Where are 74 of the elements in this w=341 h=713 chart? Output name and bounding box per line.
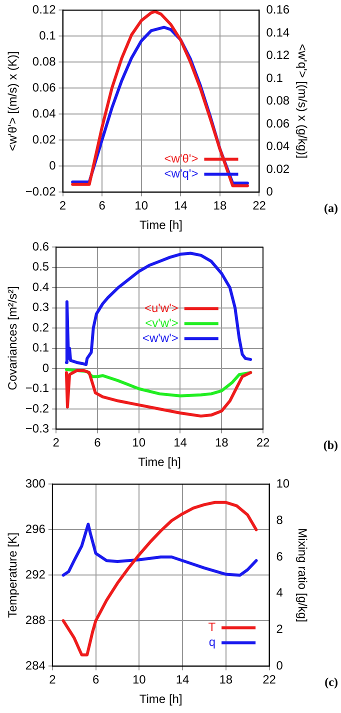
y2-tick-label: 0.16 [266, 2, 290, 17]
legend-label: <u'w'> [144, 300, 178, 315]
y-tick-label: 0.3 [32, 300, 50, 314]
y2-tick-label: 6 [276, 549, 284, 564]
legend-label: <w'w'> [142, 330, 178, 345]
y2-tick-label: 4 [276, 586, 284, 600]
y-tick-label: 0.1 [32, 340, 50, 355]
x-tick-label: 14 [176, 672, 190, 687]
y2-tick-label: 0.02 [266, 162, 290, 176]
y-tick-label: 0 [49, 158, 56, 173]
legend-label: <v'w'> [145, 316, 178, 330]
y-tick-label: −0.02 [25, 184, 56, 199]
x-tick-label: 18 [213, 198, 227, 213]
x-tick-label: 14 [174, 198, 188, 213]
legend-label: T [208, 620, 216, 634]
x-tick-label: 2 [59, 198, 66, 213]
x-tick-label: 22 [262, 672, 276, 687]
x-tick-label: 10 [132, 436, 146, 450]
y-tick-label: 292 [25, 568, 46, 582]
legend-label: q [208, 635, 216, 650]
y2-tick-label: 0.14 [266, 25, 290, 40]
text: (b) [323, 438, 338, 452]
y2-tick-label: 0 [276, 658, 284, 673]
y-axis-title: <w'θ'> [(m/s) x (K)] [6, 51, 20, 152]
y-tick-label: 0.04 [32, 106, 56, 121]
y2-tick-label: 10 [276, 476, 290, 491]
x-tick-label: 10 [132, 672, 146, 687]
text: (a) [324, 201, 338, 216]
legend-label: <w'q'> [164, 166, 198, 181]
y-tick-label: 0.12 [32, 2, 56, 17]
x-tick-label: 14 [174, 436, 188, 450]
y-tick-label: 0.6 [32, 240, 50, 254]
x-tick-label: 6 [98, 198, 106, 213]
y-tick-label: −0.3 [25, 422, 50, 436]
y2-tick-label: 0.06 [266, 116, 290, 130]
text: (c) [324, 675, 338, 690]
y2-tick-label: 0.12 [266, 48, 290, 62]
y-tick-label: 0.02 [32, 132, 56, 147]
x-tick-label: 6 [92, 672, 100, 687]
y-tick-label: 0 [42, 360, 50, 375]
y-tick-label: 296 [25, 522, 46, 536]
y2-axis-title: <w'q'> [(m/s) x (g/kg)] [295, 44, 310, 159]
x-tick-label: 2 [49, 672, 56, 687]
y2-tick-label: 8 [276, 512, 284, 527]
x-tick-label: 2 [52, 436, 60, 450]
y-tick-label: −0.1 [25, 381, 50, 396]
x-axis-title: Time [h] [139, 692, 182, 706]
y-tick-label: 0.08 [32, 54, 56, 69]
y-axis-title: Temperature [K] [6, 532, 20, 618]
y-tick-label: 0.06 [32, 80, 56, 95]
y-axis-title: Covariances [m²/s²] [6, 286, 20, 390]
y2-tick-label: 0 [266, 184, 274, 199]
x-tick-label: 6 [94, 436, 102, 450]
x-tick-label: 18 [219, 672, 233, 687]
y-tick-label: 284 [25, 658, 46, 673]
x-tick-label: 22 [252, 198, 266, 213]
y2-tick-label: 0.04 [266, 139, 290, 154]
y2-tick-label: 2 [276, 622, 284, 636]
y-tick-label: 0.4 [32, 280, 50, 294]
x-axis-title: Time [h] [138, 455, 181, 470]
y2-axis-title: Mixing ratio [g/kg] [295, 528, 310, 622]
y2-tick-label: 0.1 [266, 70, 284, 85]
y-tick-label: 300 [25, 476, 46, 491]
x-tick-label: 10 [134, 198, 148, 213]
x-tick-label: 18 [214, 436, 229, 450]
y-tick-label: 0.5 [32, 260, 50, 274]
y-tick-label: 0.2 [32, 320, 50, 334]
x-axis-title: Time [h] [140, 218, 182, 232]
x-tick-label: 22 [256, 436, 270, 450]
legend-label: <w'θ'> [164, 152, 198, 166]
y2-tick-label: 0.08 [266, 94, 290, 108]
y-tick-label: 0.1 [39, 28, 56, 43]
y-tick-label: 288 [25, 613, 46, 628]
y-tick-label: −0.2 [25, 401, 50, 416]
